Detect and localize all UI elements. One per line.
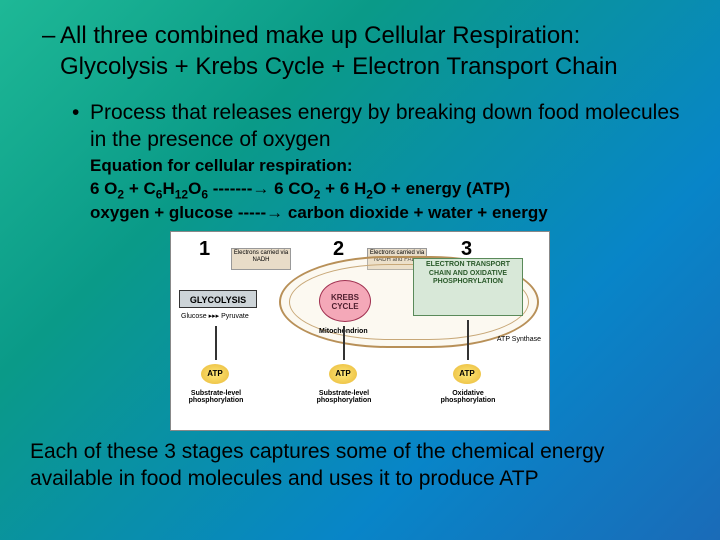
bullet-2-text: Process that releases energy by breaking…	[90, 101, 680, 150]
substrate-phos-label-1: Substrate-level phosphorylation	[181, 390, 251, 404]
stage-2-label: 2	[333, 238, 344, 261]
glycolysis-box: GLYCOLYSIS	[179, 290, 257, 308]
arrow-icon	[215, 326, 217, 360]
arrow-icon	[467, 320, 469, 360]
atp-icon: ATP	[453, 364, 481, 384]
stage-1-label: 1	[199, 238, 210, 261]
atp-synthase-label: ATP Synthase	[497, 336, 541, 343]
footer-text: Each of these 3 stages captures some of …	[30, 439, 690, 492]
equation-chemical: 6 O2 + C6H12O6 -------→ 6 CO2 + 6 H2O + …	[90, 178, 690, 203]
eq-o2: 6 O	[90, 179, 117, 198]
eq-o: O	[188, 179, 201, 198]
etc-box: ELECTRON TRANSPORT CHAIN AND OXIDATIVE P…	[413, 258, 523, 316]
bullet-1-text: All three combined make up Cellular Resp…	[60, 22, 618, 80]
dot-icon: •	[72, 100, 90, 126]
oxidative-phos-label: Oxidative phosphorylation	[433, 390, 503, 404]
dash-icon: –	[42, 20, 60, 51]
atp-icon: ATP	[201, 364, 229, 384]
eq-plus-h2o: + 6 H	[320, 179, 366, 198]
eq-arrow-co2: -------→ 6 CO	[208, 179, 314, 198]
electron-nadh-box: Electrons carried via NADH	[231, 248, 291, 270]
equation-title: Equation for cellular respiration:	[90, 155, 690, 178]
sub: 12	[175, 187, 188, 201]
eq-h: H	[162, 179, 174, 198]
atp-icon: ATP	[329, 364, 357, 384]
equation-words: oxygen + glucose -----→ carbon dioxide +…	[90, 202, 690, 225]
bullet-level-2: •Process that releases energy by breakin…	[90, 100, 690, 153]
equation-block: Equation for cellular respiration: 6 O2 …	[90, 155, 690, 225]
slide: –All three combined make up Cellular Res…	[0, 0, 720, 540]
respiration-diagram: 1 2 3 Electrons carried via NADH Electro…	[170, 231, 550, 431]
eq-plus-c: + C	[124, 179, 156, 198]
eq-energy: O + energy (ATP)	[373, 179, 510, 198]
bullet-level-1: –All three combined make up Cellular Res…	[60, 20, 690, 82]
arrow-icon	[343, 326, 345, 360]
sub: 6	[201, 187, 208, 201]
sub: 2	[366, 187, 373, 201]
glucose-label: Glucose	[181, 313, 207, 320]
substrate-phos-label-2: Substrate-level phosphorylation	[309, 390, 379, 404]
pyruvate-label: Pyruvate	[221, 313, 249, 320]
glucose-pyruvate-label: Glucose ▸▸▸ Pyruvate	[181, 312, 249, 320]
